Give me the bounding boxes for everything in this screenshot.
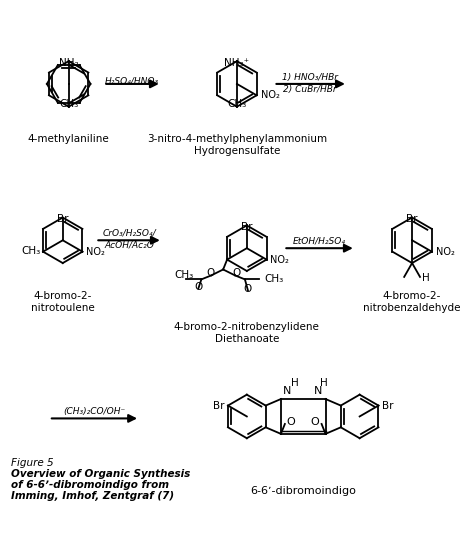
Text: H: H	[291, 378, 299, 388]
Text: 4-bromo-2-nitrobenzylidene: 4-bromo-2-nitrobenzylidene	[174, 323, 320, 332]
Text: NO₂: NO₂	[261, 90, 280, 100]
Text: Br: Br	[57, 215, 69, 225]
Text: Hydrogensulfate: Hydrogensulfate	[194, 146, 280, 156]
Text: Figure 5: Figure 5	[11, 458, 54, 468]
Text: O: O	[194, 282, 202, 292]
Text: EtOH/H₂SO₄: EtOH/H₂SO₄	[292, 236, 346, 246]
Text: NO₂: NO₂	[271, 255, 289, 265]
Text: (CH₃)₂CO/OH⁻: (CH₃)₂CO/OH⁻	[64, 407, 126, 416]
Text: NO₂: NO₂	[86, 247, 105, 257]
Text: Imming, Imhof, Zentgraf (7): Imming, Imhof, Zentgraf (7)	[11, 491, 174, 501]
Text: NH₃⁺: NH₃⁺	[224, 58, 249, 68]
Text: CrO₃/H₂SO₄/: CrO₃/H₂SO₄/	[102, 228, 156, 238]
Text: O: O	[244, 284, 252, 294]
Text: CH₃: CH₃	[22, 246, 41, 256]
Text: Br: Br	[406, 215, 418, 225]
Text: H₂SO₄/HNO₃: H₂SO₄/HNO₃	[105, 76, 159, 85]
Text: 4-bromo-2-: 4-bromo-2-	[383, 291, 441, 301]
Text: Br: Br	[383, 401, 394, 410]
Text: O: O	[206, 269, 214, 278]
Text: CH₃: CH₃	[174, 270, 193, 280]
Text: N: N	[283, 386, 291, 396]
Text: 1) HNO₃/HBr: 1) HNO₃/HBr	[282, 73, 338, 82]
Text: AcOH/Ac₂O: AcOH/Ac₂O	[104, 240, 154, 249]
Text: N: N	[314, 386, 322, 396]
Text: CH₃: CH₃	[59, 99, 78, 109]
Text: Br: Br	[241, 223, 253, 232]
Text: 3-nitro-4-methylphenylammonium: 3-nitro-4-methylphenylammonium	[147, 134, 327, 144]
Text: O: O	[311, 417, 319, 427]
Text: nitrotoulene: nitrotoulene	[31, 303, 95, 312]
Text: CH₃: CH₃	[228, 99, 246, 109]
Text: 6-6ʼ-dibromoindigo: 6-6ʼ-dibromoindigo	[250, 486, 356, 496]
Text: Overview of Organic Synthesis: Overview of Organic Synthesis	[11, 469, 191, 479]
Text: 2) CuBr/HBr: 2) CuBr/HBr	[283, 85, 337, 94]
Text: H: H	[422, 273, 430, 283]
Text: H: H	[319, 378, 328, 388]
Text: NO₂: NO₂	[436, 247, 455, 257]
Text: 4-bromo-2-: 4-bromo-2-	[34, 291, 92, 301]
Text: Br: Br	[212, 401, 224, 410]
Text: 4-methylaniline: 4-methylaniline	[28, 134, 109, 144]
Text: CH₃: CH₃	[264, 274, 284, 285]
Text: NH₂: NH₂	[59, 58, 79, 68]
Text: Diethanoate: Diethanoate	[215, 334, 279, 345]
Text: O: O	[232, 269, 240, 278]
Text: O: O	[287, 417, 296, 427]
Text: nitrobenzaldehyde: nitrobenzaldehyde	[364, 303, 461, 312]
Text: of 6-6ʼ-dibromoindigo from: of 6-6ʼ-dibromoindigo from	[11, 480, 169, 490]
